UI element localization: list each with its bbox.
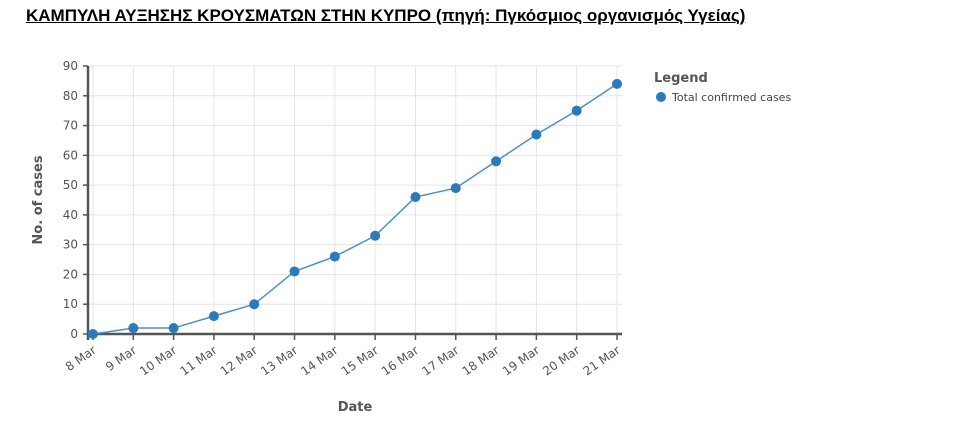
y-tick-label: 60 xyxy=(63,148,78,162)
x-tick-label: 9 Mar xyxy=(103,343,139,374)
x-axis-title: Date xyxy=(338,400,373,415)
data-point xyxy=(571,105,582,116)
x-tick-label: 21 Mar xyxy=(581,343,623,378)
x-tick-label: 16 Mar xyxy=(379,343,421,378)
y-tick-label: 0 xyxy=(70,327,78,341)
x-tick-label: 14 Mar xyxy=(298,343,340,378)
x-tick-label: 8 Mar xyxy=(63,343,99,374)
x-tick-label: 18 Mar xyxy=(460,343,502,378)
data-point xyxy=(410,192,421,203)
y-tick-label: 10 xyxy=(63,297,78,311)
x-tick-label: 15 Mar xyxy=(339,343,381,378)
y-tick-label: 50 xyxy=(63,178,78,192)
data-point xyxy=(612,78,622,89)
data-point xyxy=(168,323,179,334)
x-tick-label: 10 Mar xyxy=(137,343,179,378)
x-tick-label: 19 Mar xyxy=(500,343,542,378)
x-tick-label: 11 Mar xyxy=(177,343,219,378)
y-tick-label: 20 xyxy=(63,267,78,281)
y-tick-label: 70 xyxy=(63,119,78,133)
data-point xyxy=(329,251,340,262)
data-point xyxy=(450,183,461,194)
data-point xyxy=(491,156,502,167)
chart-series xyxy=(88,78,622,339)
data-point xyxy=(88,329,98,339)
y-tick-label: 40 xyxy=(63,208,78,222)
y-tick-label: 90 xyxy=(63,59,78,73)
y-tick-label: 80 xyxy=(63,89,78,103)
data-point xyxy=(128,323,139,334)
x-tick-label: 17 Mar xyxy=(419,343,461,378)
data-point xyxy=(208,311,219,322)
series-line xyxy=(92,83,618,335)
data-point xyxy=(531,129,542,140)
y-axis-title: No. of cases xyxy=(31,155,46,244)
legend-label: Total confirmed cases xyxy=(671,91,791,104)
page-title: ΚΑΜΠΥΛΗ ΑΥΞΗΣΗΣ ΚΡΟΥΣΜΑΤΩΝ ΣΤΗΝ ΚΥΠΡΟ (π… xyxy=(26,6,746,25)
chart-axes xyxy=(86,66,622,340)
data-point xyxy=(249,299,260,310)
y-tick-label: 30 xyxy=(63,238,78,252)
data-point xyxy=(289,266,300,277)
x-tick-label: 13 Mar xyxy=(258,343,300,378)
legend-marker xyxy=(656,92,666,102)
y-axis-ticks: 0 10 20 30 40 50 60 70 80 90 xyxy=(63,59,88,341)
x-tick-label: 12 Mar xyxy=(218,343,260,378)
chart-legend: Legend Total confirmed cases xyxy=(654,71,791,104)
x-tick-label: 20 Mar xyxy=(540,343,582,378)
chart-grid xyxy=(88,65,622,334)
data-point xyxy=(370,230,381,241)
legend-title: Legend xyxy=(654,71,708,86)
